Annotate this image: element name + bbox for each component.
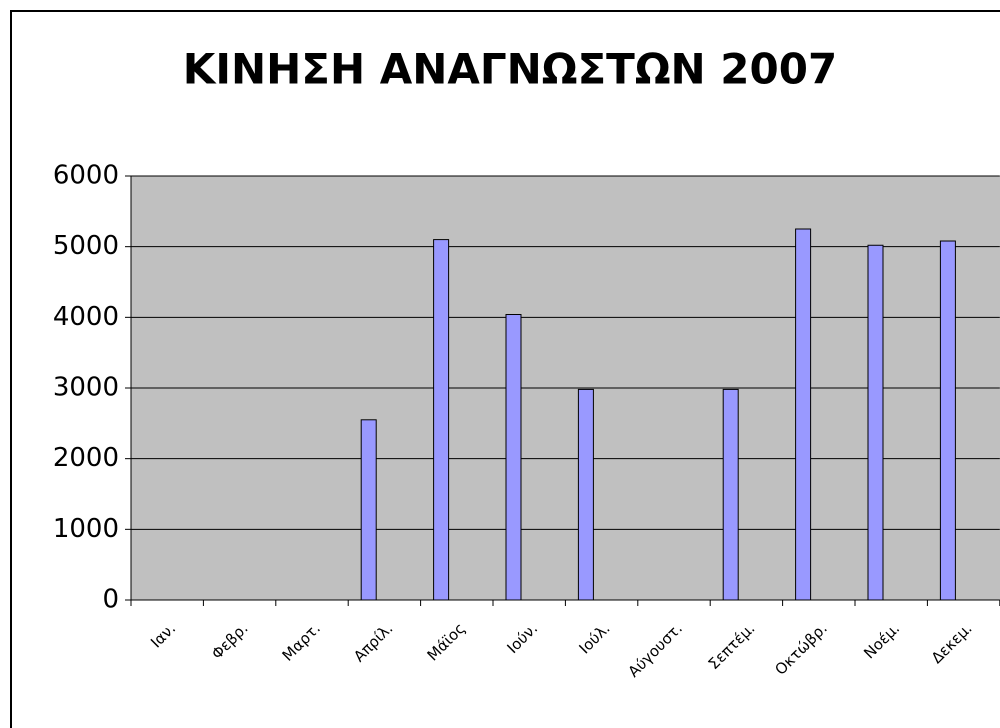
bar <box>577 388 594 601</box>
bar <box>867 244 884 601</box>
chart-title: ΚΙΝΗΣΗ ΑΝΑΓΝΩΣΤΩΝ 2007 <box>183 45 837 94</box>
bar <box>433 239 450 601</box>
y-tick-label: 6000 <box>53 161 119 191</box>
y-tick-label: 1000 <box>53 514 119 544</box>
y-tick-label: 0 <box>102 585 119 615</box>
y-tick-label: 3000 <box>53 373 119 403</box>
y-tick-label: 5000 <box>53 231 119 261</box>
bar <box>722 388 739 601</box>
y-tick-label: 2000 <box>53 443 119 473</box>
bar <box>795 228 812 601</box>
bar <box>939 240 956 601</box>
bar <box>360 419 377 601</box>
bar <box>505 314 522 601</box>
y-tick-label: 4000 <box>53 302 119 332</box>
